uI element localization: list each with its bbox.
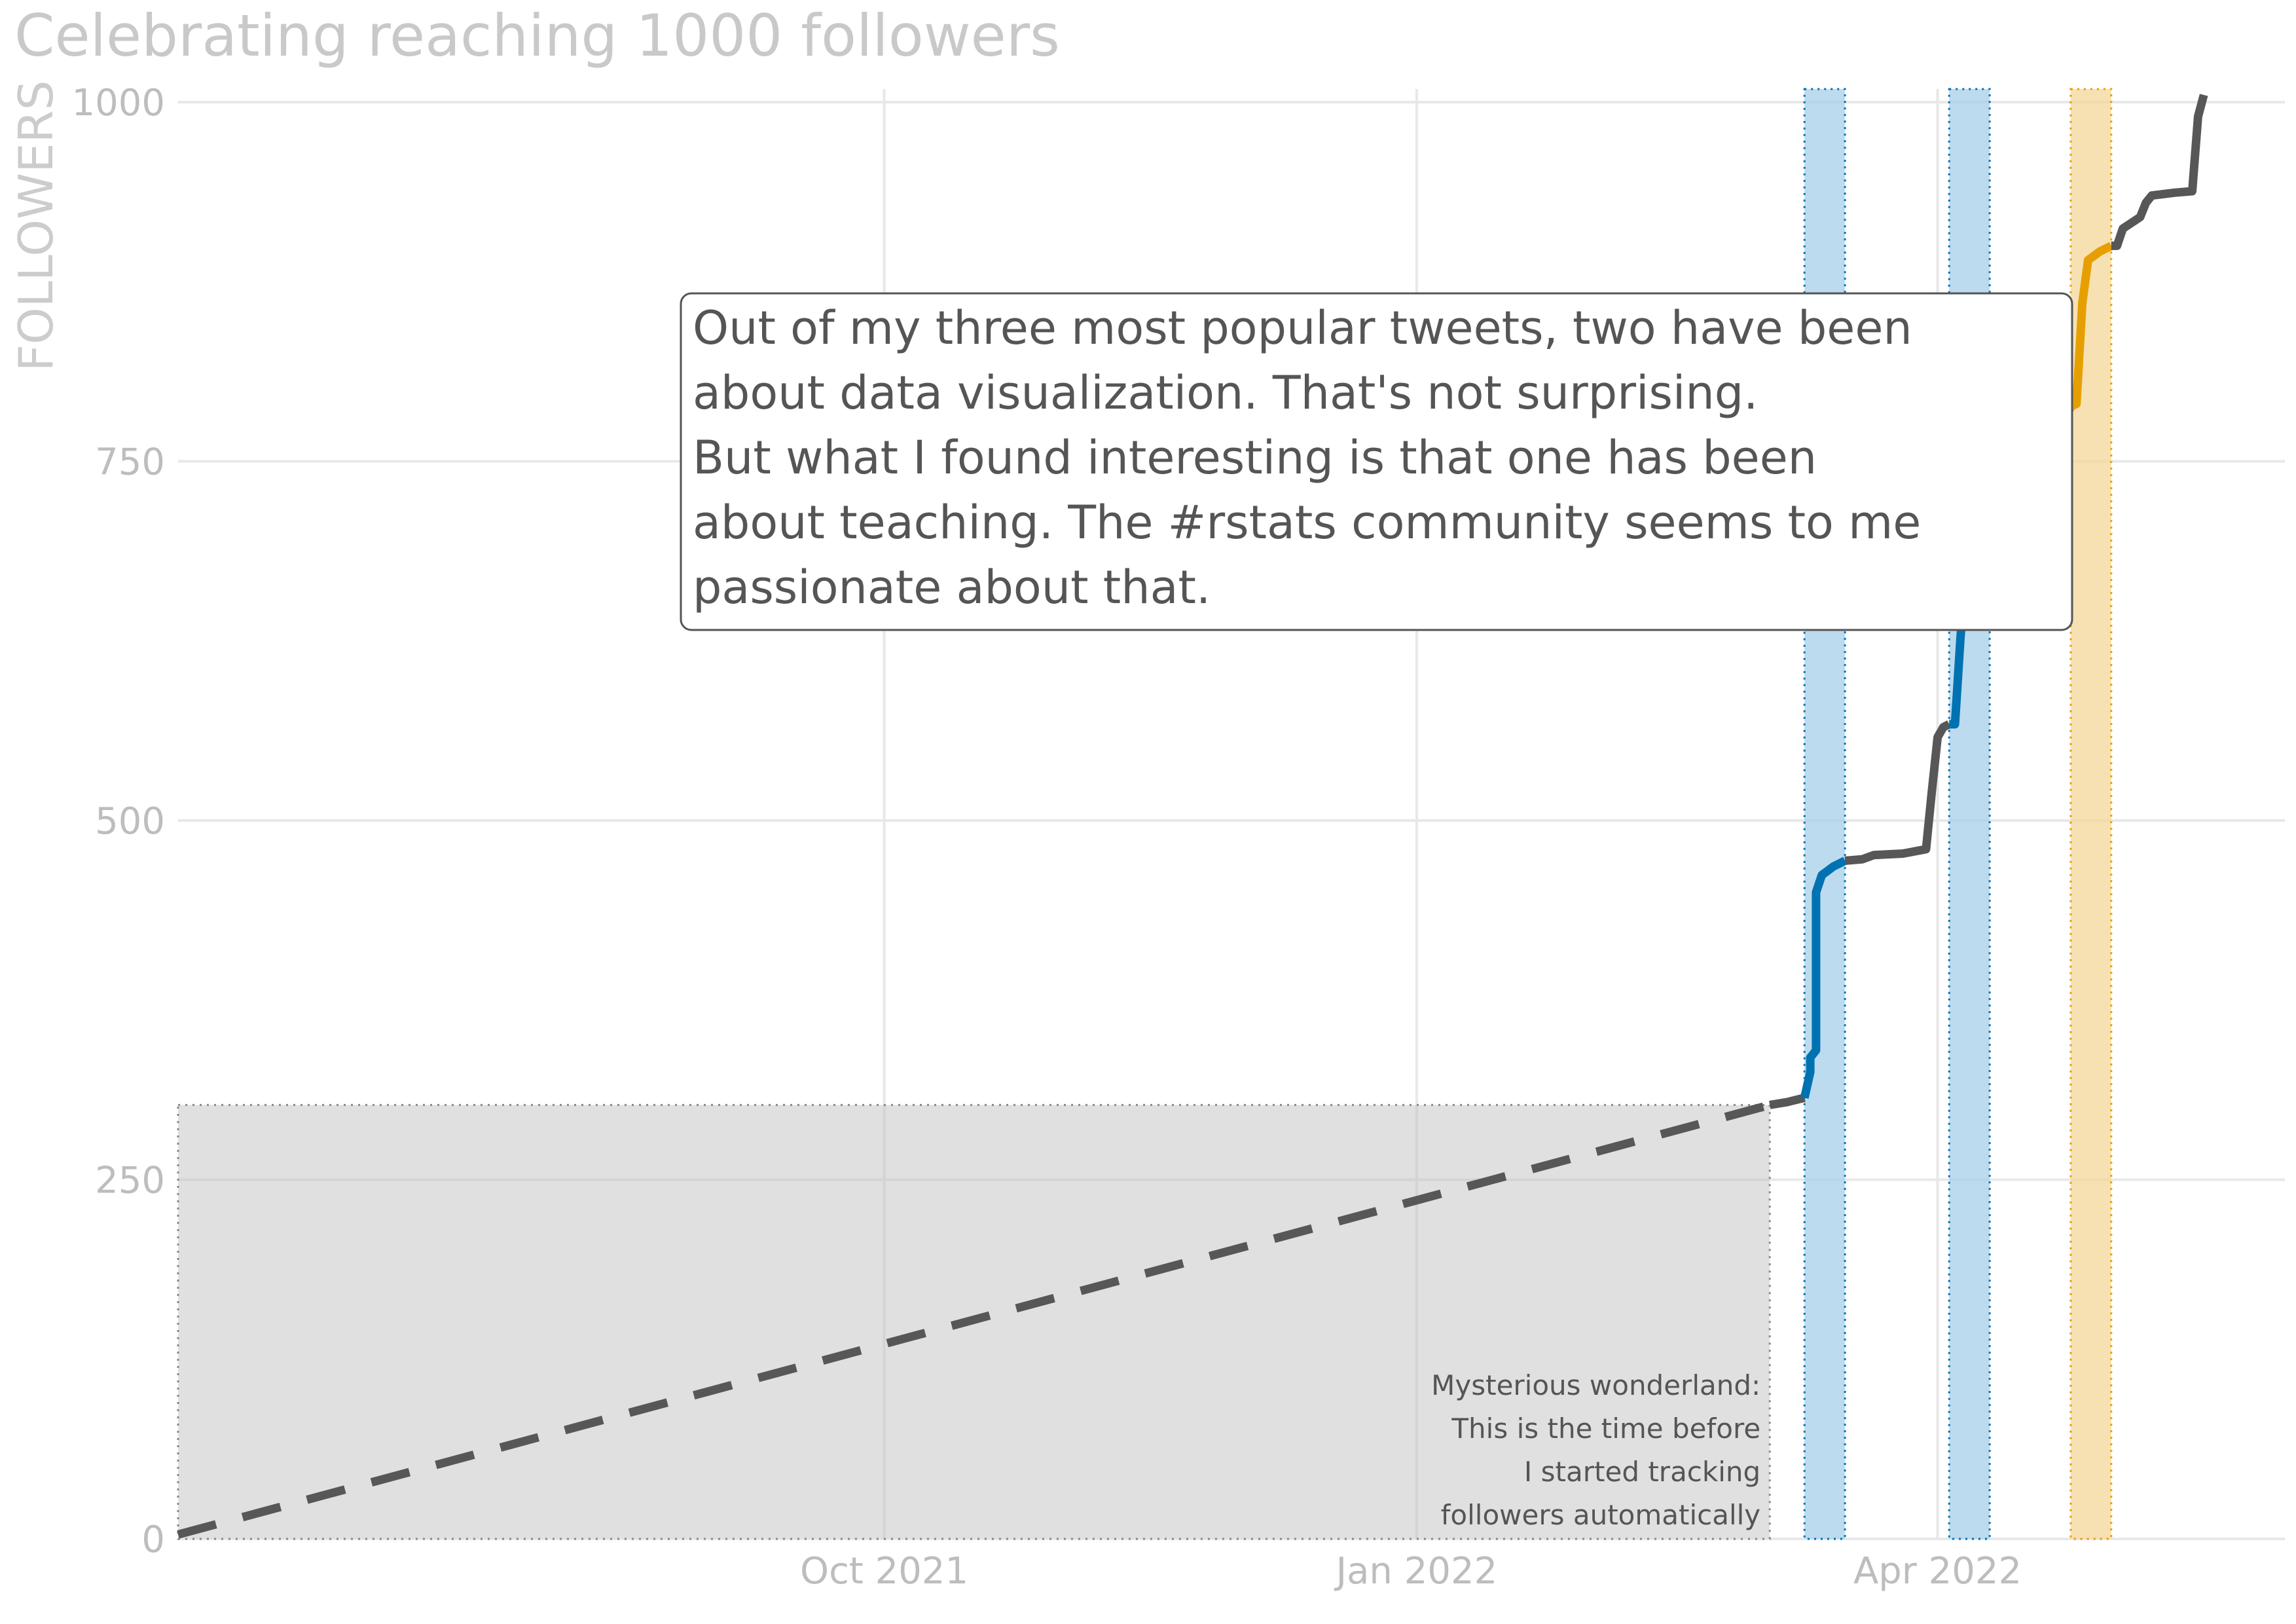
followers-line	[1800, 857, 1848, 1099]
followers-line	[2068, 242, 2113, 411]
callout-line: about teaching. The #rstats community se…	[693, 496, 1921, 549]
annotation-line: This is the time before	[1451, 1412, 1760, 1445]
y-tick-labels: 0 250 500 750 1000	[71, 82, 165, 1561]
y-axis-label: FOLLOWERS	[9, 81, 64, 372]
highlight-band	[2069, 88, 2113, 1540]
x-tick-label: Apr 2022	[1853, 1550, 2022, 1593]
x-tick-label: Oct 2021	[800, 1550, 968, 1593]
callout-border	[680, 292, 2073, 631]
callout-line: But what I found interesting is that one…	[693, 431, 1817, 485]
annotation-line: followers automatically	[1441, 1499, 1761, 1531]
untracked-annotation: Mysterious wonderland: This is the time b…	[1431, 1369, 1760, 1531]
y-tick-label: 250	[95, 1160, 165, 1202]
followers-line	[2111, 94, 2208, 250]
followers-line	[1769, 1094, 1806, 1109]
callout-line: passionate about that.	[693, 561, 1211, 614]
callout-box: Out of my three most popular tweets, two…	[680, 292, 2073, 631]
annotation-line: I started tracking	[1524, 1456, 1760, 1488]
untracked-border	[177, 1103, 1771, 1540]
chart-title: Celebrating reaching 1000 followers	[14, 2, 1060, 69]
followers-line	[1844, 720, 1952, 865]
y-tick-label: 750	[95, 441, 165, 484]
y-tick-label: 500	[95, 800, 165, 843]
x-tick-label: Jan 2022	[1334, 1550, 1498, 1593]
estimated-line	[177, 1101, 1771, 1539]
y-tick-label: 0	[141, 1519, 165, 1561]
callout-line: Out of my three most popular tweets, two…	[693, 301, 1912, 355]
callout-line: about data visualization. That's not sur…	[693, 366, 1758, 420]
y-tick-label: 1000	[71, 82, 165, 124]
x-tick-labels: Oct 2021 Jan 2022 Apr 2022	[800, 1550, 2022, 1593]
annotation-line: Mysterious wonderland:	[1431, 1369, 1760, 1401]
